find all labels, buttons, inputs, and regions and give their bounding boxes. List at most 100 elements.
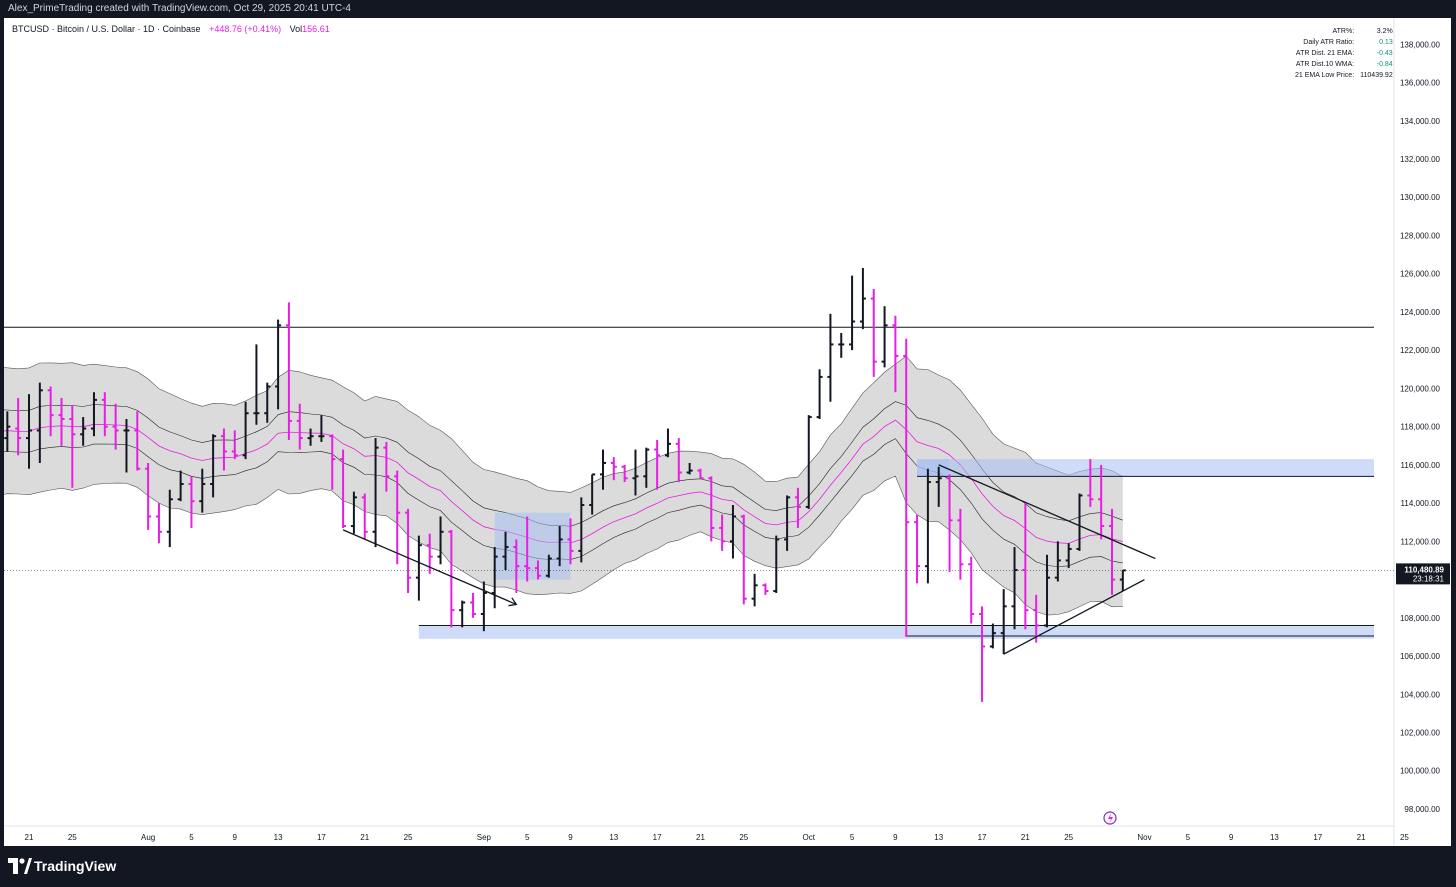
ohlc-bar: [242, 401, 249, 460]
ohlc-bar: [350, 491, 357, 534]
x-tick-label: 13: [274, 833, 283, 842]
stats-row: 21 EMA Low Price: 110439.92: [1292, 70, 1396, 81]
ohlc-bar: [621, 464, 628, 483]
x-tick-label: 25: [1064, 833, 1073, 842]
y-tick-label: 120,000.00: [1400, 384, 1441, 393]
ohlc-bar: [903, 338, 910, 637]
x-tick-label: 5: [525, 833, 530, 842]
ohlc-bar: [729, 505, 736, 559]
ohlc-bar: [1065, 543, 1072, 569]
stat-value: -0.84: [1376, 61, 1393, 68]
y-tick-label: 132,000.00: [1400, 155, 1441, 164]
ohlc-bar: [513, 539, 520, 593]
ohlc-bar: [794, 487, 801, 528]
x-tick-label: 25: [739, 833, 748, 842]
y-tick-label: 130,000.00: [1400, 193, 1441, 202]
attribution-text: Alex_PrimeTrading created with TradingVi…: [8, 3, 351, 14]
attribution-bar: Alex_PrimeTrading created with TradingVi…: [0, 0, 1456, 18]
ohlc-bar: [1119, 569, 1126, 592]
x-tick-label: 21: [25, 833, 34, 842]
x-tick-label: 13: [1270, 833, 1279, 842]
ohlc-bar: [762, 583, 769, 595]
price-chart[interactable]: 98,000.00 100,000.00 102,000.00 104,000.00 1…: [4, 18, 1451, 846]
ohlc-bar: [924, 468, 931, 584]
chart-area[interactable]: 98,000.00 100,000.00 102,000.00 104,000.00 1…: [4, 18, 1451, 846]
ohlc-bar: [253, 344, 260, 425]
ohlc-bar: [145, 462, 152, 530]
ohlc-bar: [675, 438, 682, 483]
ohlc-bar: [654, 440, 661, 490]
ohlc-bar: [491, 547, 498, 609]
ohlc-bar: [285, 302, 292, 441]
ohlc-bar: [15, 397, 22, 456]
ohlc-bar: [827, 313, 834, 402]
ohlc-bar: [1044, 554, 1051, 628]
ohlc-bar: [36, 382, 43, 463]
ohlc-bar: [90, 392, 97, 437]
ohlc-bar: [296, 403, 303, 450]
x-tick-label: Oct: [803, 833, 816, 842]
tradingview-brand: TradingView: [34, 858, 117, 874]
ohlc-bar: [599, 449, 606, 490]
y-tick-label: 114,000.00: [1401, 499, 1441, 508]
ohlc-bar: [643, 447, 650, 488]
x-tick-label: 17: [317, 833, 326, 842]
y-tick-label: 100,000.00: [1400, 767, 1441, 776]
ohlc-bar: [470, 592, 477, 618]
tradingview-logo-icon: [8, 858, 32, 874]
ohlc-bar: [372, 438, 379, 548]
x-tick-label: 17: [1313, 833, 1322, 842]
ohlc-bar: [870, 288, 877, 377]
ohlc-bar: [664, 428, 671, 458]
ohlc-bar: [989, 623, 996, 649]
y-tick-label: 108,000.00: [1400, 614, 1441, 623]
ohlc-bar: [448, 529, 455, 628]
ohlc-bar: [329, 434, 336, 490]
ohlc-bar: [1022, 503, 1029, 630]
ohlc-bar: [210, 434, 217, 498]
ohlc-bar: [340, 449, 347, 528]
y-tick-label: 124,000.00: [1400, 308, 1441, 317]
atr-band-fill: [4, 356, 1123, 616]
ohlc-bar: [275, 319, 282, 410]
ohlc-bar: [459, 600, 466, 628]
x-tick-label: 5: [189, 833, 194, 842]
volume-value: 156.61: [302, 24, 330, 34]
stat-label: ATR%:: [1332, 28, 1355, 35]
stat-label: ATR Dist. 21 EMA:: [1295, 50, 1355, 57]
y-tick-label: 122,000.00: [1400, 346, 1441, 355]
x-tick-label: 9: [893, 833, 898, 842]
price-change: +448.76 (+0.41%): [209, 24, 282, 34]
ohlc-bar: [914, 514, 921, 584]
ohlc-bar: [567, 518, 574, 565]
stat-label: 21 EMA Low Price:: [1295, 72, 1355, 79]
support-zone: [418, 625, 1374, 639]
ohlc-bar: [4, 411, 11, 452]
ohlc-bar: [394, 470, 401, 565]
ohlc-bar: [101, 392, 108, 437]
ohlc-bar: [816, 369, 823, 419]
ohlc-bar: [545, 554, 552, 578]
ohlc-bar: [632, 449, 639, 496]
ohlc-bar: [1076, 493, 1083, 551]
ohlc-bar: [383, 441, 390, 492]
ohlc-bar: [751, 573, 758, 607]
trendline: [342, 529, 517, 606]
ohlc-bar: [58, 397, 65, 446]
ohlc-bar: [535, 560, 542, 580]
x-tick-label: 25: [404, 833, 413, 842]
stat-value: -0.43: [1376, 50, 1393, 57]
atr-band-lower: [4, 475, 1123, 616]
ohlc-bar: [1098, 464, 1105, 540]
ohlc-bar: [1011, 547, 1018, 630]
last-price-box: [1396, 563, 1450, 585]
x-tick-label: 5: [850, 833, 855, 842]
ohlc-bar: [112, 403, 119, 450]
y-tick-label: 116,000.00: [1401, 461, 1441, 470]
ohlc-bar: [524, 516, 531, 582]
last-price-value: 110,480.89: [1404, 565, 1444, 574]
y-tick-label: 134,000.00: [1400, 117, 1441, 126]
ohlc-bar: [318, 415, 325, 442]
stat-value: 3.2%: [1376, 28, 1393, 35]
ohlc-bar: [1087, 459, 1094, 507]
